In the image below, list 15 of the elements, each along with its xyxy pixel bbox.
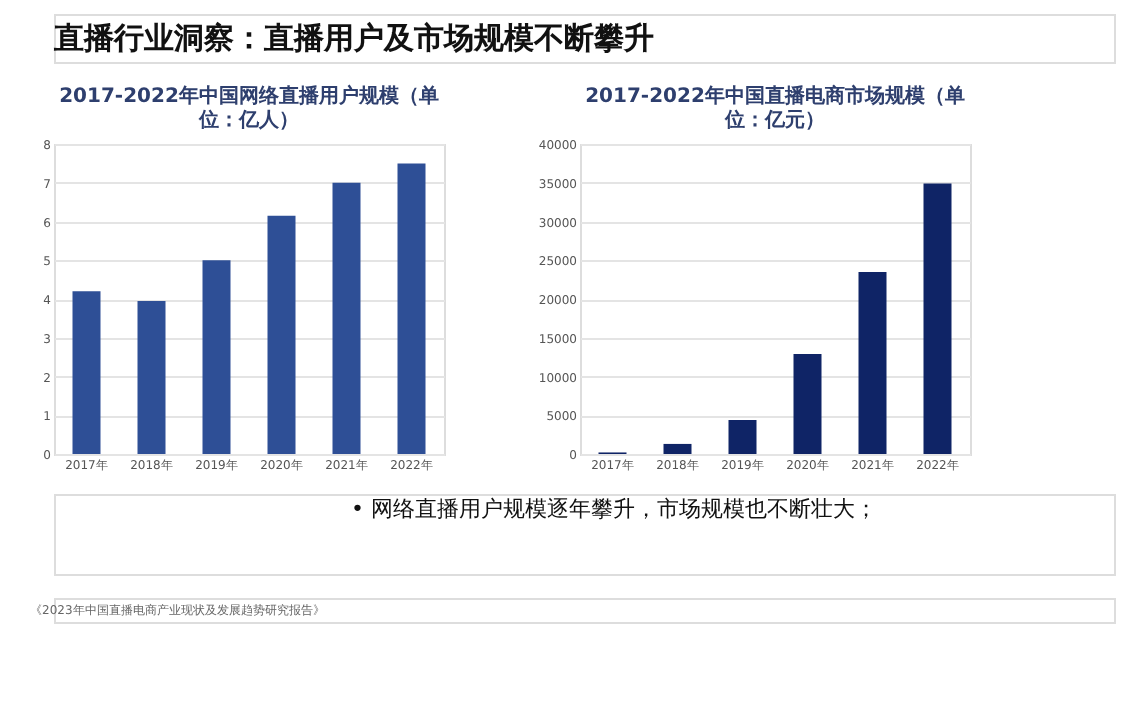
bar [202,260,231,454]
bar [728,419,757,454]
bar [923,183,952,454]
text: 直播行业洞察：直播用户及市场规模不断攀升 [52,20,654,56]
bar [397,163,426,454]
bar [663,443,692,454]
bar [793,354,822,454]
bar [858,271,887,454]
chart-title: 2017-2022年中国网络直播用户规模（单位：亿人） [59,84,439,132]
bar [267,215,296,454]
bar [137,300,166,454]
bar [332,182,361,454]
bar [72,291,101,454]
chart-title: 2017-2022年中国直播电商市场规模（单位：亿元） [585,84,965,132]
text: • 网络直播用户规模逐年攀升，市场规模也不断壮大； [351,496,877,522]
